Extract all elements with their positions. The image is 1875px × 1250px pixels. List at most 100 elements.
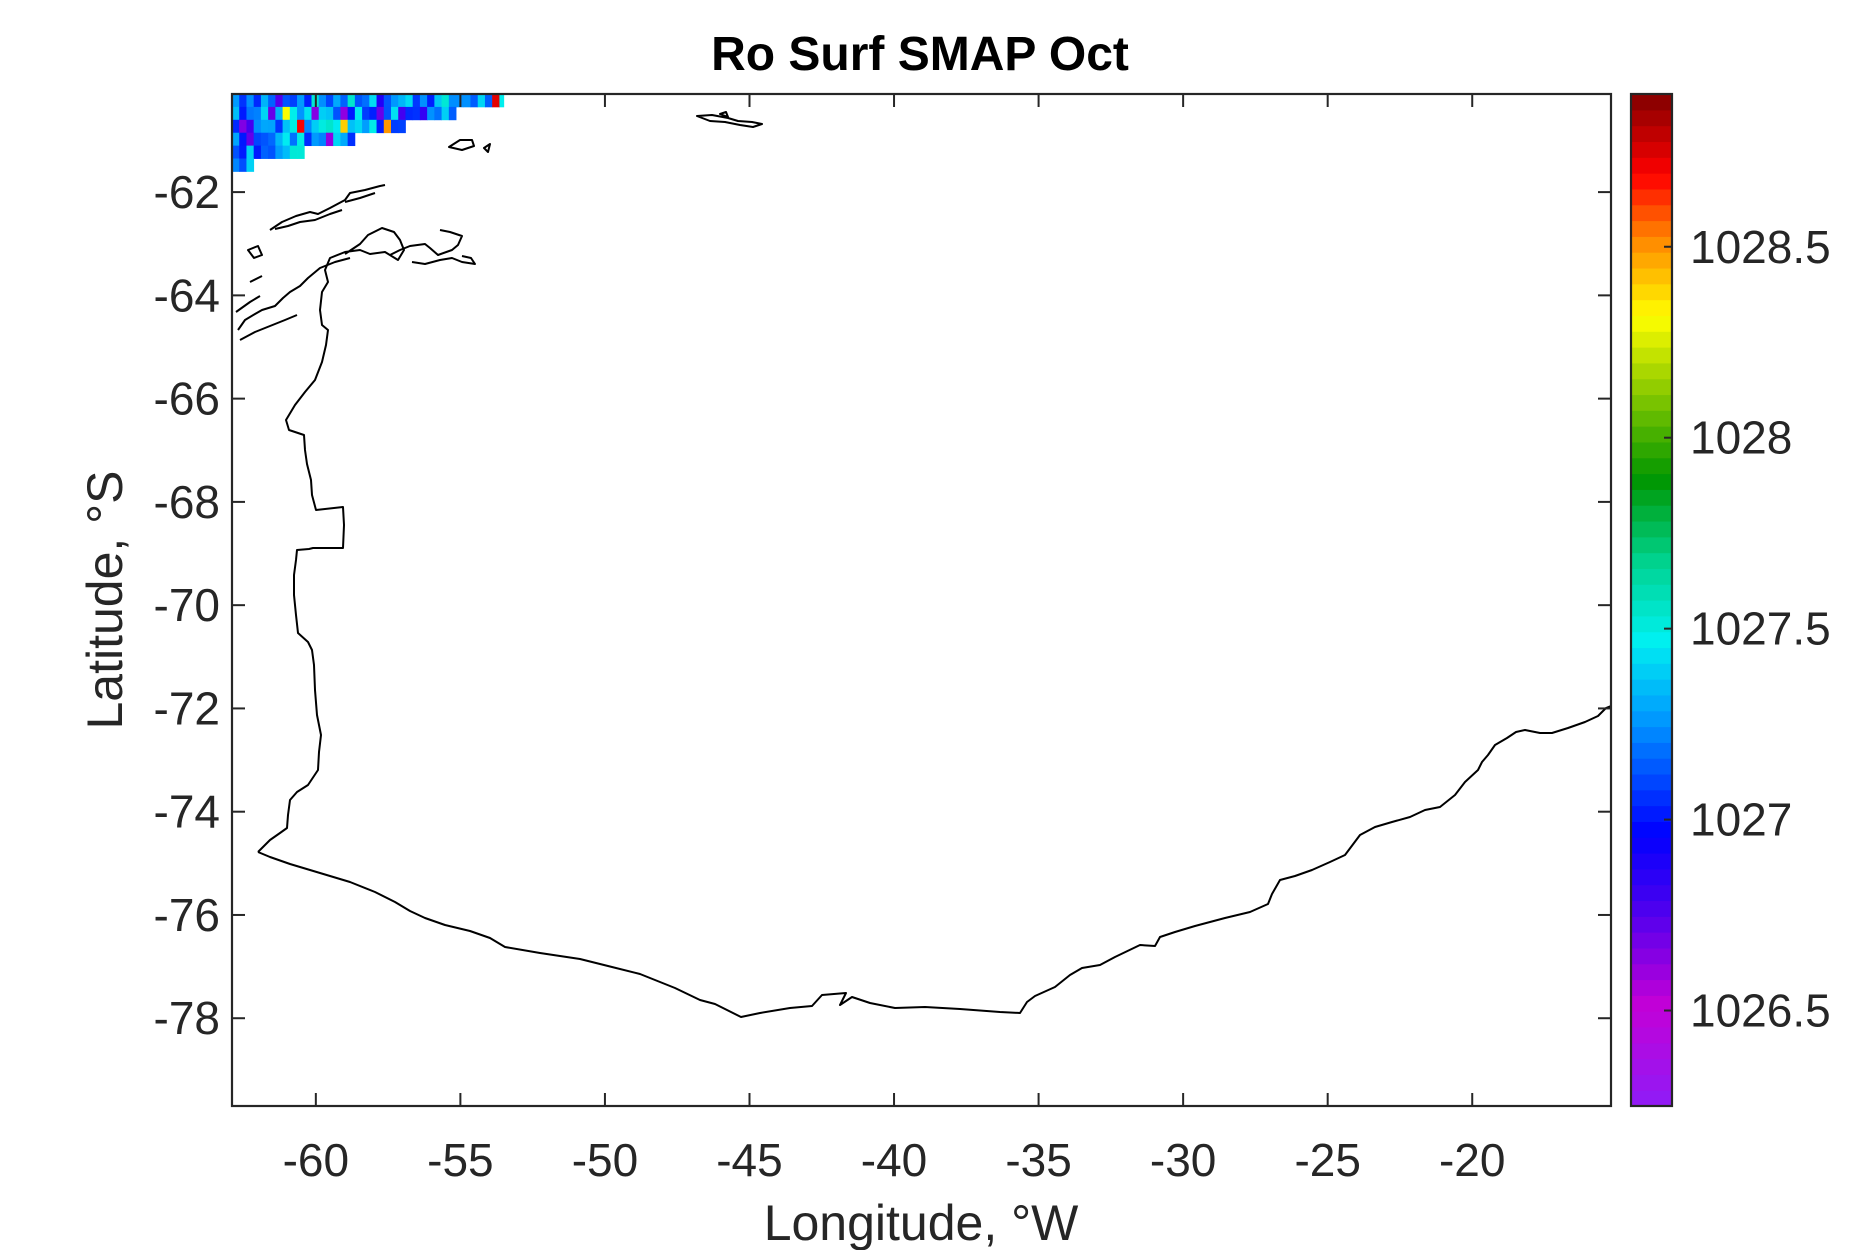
colorbar-band bbox=[1631, 157, 1672, 174]
heatmap-cell bbox=[253, 106, 262, 121]
heatmap-cell bbox=[340, 132, 349, 147]
heatmap-cell bbox=[260, 132, 269, 147]
y-tick-label: -70 bbox=[154, 579, 220, 631]
colorbar-band bbox=[1631, 758, 1672, 775]
heatmap-cell bbox=[463, 94, 471, 108]
colorbar-band bbox=[1631, 773, 1672, 791]
heatmap-cell bbox=[268, 106, 276, 121]
y-tick-label: -72 bbox=[154, 682, 220, 734]
colorbar-band bbox=[1631, 710, 1672, 728]
colorbar-ticks: 1026.5 1027 1027.5 1028 1028.5 bbox=[1664, 221, 1831, 1037]
heatmap-cell bbox=[304, 106, 312, 121]
heatmap-cell bbox=[318, 132, 327, 147]
heatmap-cell bbox=[405, 94, 414, 108]
x-axis-title: Longitude, °W bbox=[764, 1195, 1079, 1250]
heatmap-cell bbox=[441, 94, 450, 108]
heatmap-cell bbox=[391, 106, 399, 121]
colorbar-band bbox=[1631, 204, 1672, 222]
x-axis: -60 -55 -50 -45 -40 -35 -30 -25 -20 bbox=[283, 94, 1505, 1186]
colorbar-band bbox=[1631, 457, 1672, 475]
heatmap-cell bbox=[311, 106, 320, 121]
heatmap-cell bbox=[318, 119, 327, 134]
colorbar-band bbox=[1631, 647, 1672, 664]
heatmap-cell bbox=[260, 119, 269, 134]
heatmap-cell bbox=[232, 132, 240, 147]
colorbar-band bbox=[1631, 916, 1672, 933]
y-tick-label: -64 bbox=[154, 269, 220, 321]
plot-frame bbox=[230, 92, 1613, 1108]
heatmap-cell bbox=[275, 119, 283, 134]
colorbar-band bbox=[1631, 584, 1672, 601]
colorbar-band bbox=[1631, 1042, 1672, 1060]
heatmap-cell bbox=[232, 94, 240, 108]
heatmap-cell bbox=[253, 145, 262, 159]
heatmap-cell bbox=[268, 94, 276, 108]
colorbar-band bbox=[1631, 631, 1672, 649]
heatmap-cell bbox=[246, 119, 255, 134]
heatmap-cell bbox=[398, 106, 406, 121]
heatmap-cell bbox=[260, 106, 269, 121]
heatmap-cell bbox=[383, 94, 392, 108]
heatmap-cell bbox=[260, 94, 269, 108]
heatmap-cell bbox=[239, 158, 247, 172]
colorbar-band bbox=[1631, 932, 1672, 949]
colorbar-band bbox=[1631, 1011, 1672, 1028]
colorbar-band bbox=[1631, 109, 1672, 127]
heatmap-cell bbox=[289, 145, 298, 159]
heatmap-cell bbox=[405, 106, 414, 121]
heatmap-cell bbox=[253, 119, 262, 134]
colorbar-band bbox=[1631, 821, 1672, 838]
heatmap-cell bbox=[362, 94, 370, 108]
heatmap-cell bbox=[340, 119, 349, 134]
heatmap-cell bbox=[427, 94, 435, 108]
heatmap-cell bbox=[333, 106, 341, 121]
colorbar-band bbox=[1631, 900, 1672, 917]
colorbar-band bbox=[1631, 995, 1672, 1012]
colorbar-band bbox=[1631, 679, 1672, 696]
heatmap-cell bbox=[318, 106, 327, 121]
heatmap-cell bbox=[484, 94, 493, 108]
heatmap-cell bbox=[333, 94, 341, 108]
colorbar-band bbox=[1631, 489, 1672, 506]
chart-title: Ro Surf SMAP Oct bbox=[711, 28, 1129, 81]
colorbar-band bbox=[1631, 884, 1672, 902]
heatmap-cell bbox=[354, 106, 363, 121]
colorbar-band bbox=[1631, 853, 1672, 870]
coastline bbox=[235, 111, 1612, 1018]
heatmap-cell bbox=[412, 106, 421, 121]
colorbar-band bbox=[1631, 694, 1672, 712]
heatmap-cell bbox=[260, 145, 269, 159]
heatmap-cell bbox=[412, 94, 421, 108]
heatmap-cell bbox=[362, 119, 370, 134]
heatmap-cell bbox=[419, 94, 428, 108]
colorbar-band bbox=[1631, 552, 1672, 569]
x-tick-label: -60 bbox=[283, 1134, 349, 1186]
heatmap-cell bbox=[325, 132, 334, 147]
heatmap-cell bbox=[448, 94, 457, 108]
colorbar-tick-label: 1027.5 bbox=[1690, 603, 1831, 655]
heatmap-cell bbox=[398, 119, 406, 134]
heatmap-cell bbox=[268, 132, 276, 147]
heatmap-cell bbox=[268, 119, 276, 134]
heatmap-cell bbox=[282, 94, 291, 108]
colorbar-band bbox=[1631, 188, 1672, 206]
heatmap-cell bbox=[383, 119, 392, 134]
colorbar-frame bbox=[1629, 92, 1674, 1108]
heatmap-cell bbox=[289, 132, 298, 147]
colorbar-band bbox=[1631, 789, 1672, 807]
colorbar-band bbox=[1631, 568, 1672, 585]
heatmap-cell bbox=[289, 119, 298, 134]
colorbar-band bbox=[1631, 505, 1672, 522]
colorbar-band bbox=[1631, 441, 1672, 459]
colorbar-band bbox=[1631, 173, 1672, 190]
heatmap-cell bbox=[275, 106, 283, 121]
heatmap-cell bbox=[246, 132, 255, 147]
heatmap-cell bbox=[434, 106, 442, 121]
heatmap-cell bbox=[232, 158, 240, 172]
heatmap-cell bbox=[347, 94, 356, 108]
colorbar-band bbox=[1631, 536, 1672, 554]
x-tick-label: -50 bbox=[572, 1134, 638, 1186]
colorbar-band bbox=[1631, 236, 1672, 253]
colorbar-band bbox=[1631, 283, 1672, 301]
heatmap-cell bbox=[232, 145, 240, 159]
